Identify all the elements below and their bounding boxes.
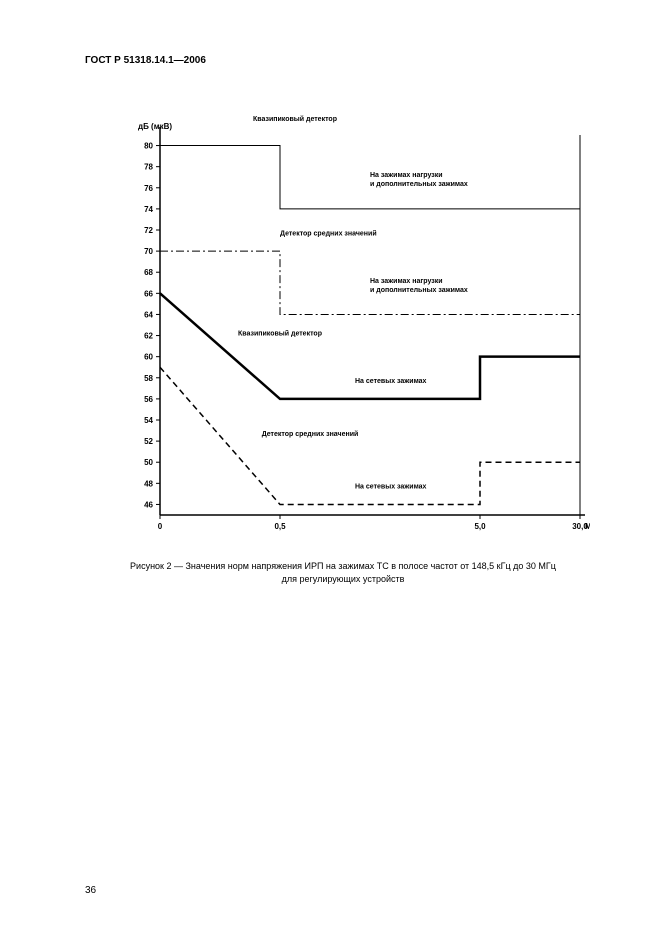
svg-text:52: 52 <box>144 437 153 446</box>
svg-text:дБ (мкВ): дБ (мкВ) <box>138 122 172 131</box>
chart-svg: 46 48 50 52 54 56 58 60 62 64 66 68 70 72 74 76 78 80 дБ (… <box>130 115 590 535</box>
svg-text:50: 50 <box>144 458 153 467</box>
svg-text:МГц: МГц <box>585 522 590 531</box>
series-label: Детектор средних значений <box>280 229 377 237</box>
svg-text:80: 80 <box>144 142 153 151</box>
svg-text:60: 60 <box>144 353 153 362</box>
series-label: Квазипиковый детектор <box>253 115 337 123</box>
svg-text:56: 56 <box>144 395 153 404</box>
svg-text:58: 58 <box>144 374 153 383</box>
caption-line-1: Рисунок 2 — Значения норм напряжения ИРП… <box>130 561 556 571</box>
chart-annotation: и дополнительных зажимах <box>370 181 468 188</box>
chart-figure: 46 48 50 52 54 56 58 60 62 64 66 68 70 72 74 76 78 80 дБ (… <box>130 115 590 535</box>
svg-text:46: 46 <box>144 500 153 509</box>
svg-text:78: 78 <box>144 163 153 172</box>
svg-text:0: 0 <box>158 522 163 531</box>
svg-text:70: 70 <box>144 247 153 256</box>
chart-annotation: и дополнительных зажимах <box>370 287 468 294</box>
svg-text:0,5: 0,5 <box>274 522 286 531</box>
svg-text:66: 66 <box>144 289 153 298</box>
chart-annotation: На сетевых зажимах <box>355 484 427 491</box>
svg-text:68: 68 <box>144 268 153 277</box>
figure-caption: Рисунок 2 — Значения норм напряжения ИРП… <box>85 560 601 585</box>
svg-text:74: 74 <box>144 205 153 214</box>
chart-annotation: На сетевых зажимах <box>355 378 427 385</box>
svg-text:72: 72 <box>144 226 153 235</box>
svg-text:62: 62 <box>144 332 153 341</box>
series-label: Детектор средних значений <box>262 430 359 438</box>
svg-text:54: 54 <box>144 416 153 425</box>
svg-text:76: 76 <box>144 184 153 193</box>
document-header: ГОСТ Р 51318.14.1—2006 <box>85 55 206 66</box>
chart-annotation: На зажимах нагрузки <box>370 172 443 179</box>
series-label: Квазипиковый детектор <box>238 330 322 338</box>
svg-text:64: 64 <box>144 310 153 319</box>
chart-annotation: На зажимах нагрузки <box>370 278 443 285</box>
caption-line-2: для регулирующих устройств <box>282 574 405 584</box>
page-number: 36 <box>85 885 96 896</box>
svg-text:48: 48 <box>144 479 153 488</box>
svg-text:5,0: 5,0 <box>474 522 486 531</box>
